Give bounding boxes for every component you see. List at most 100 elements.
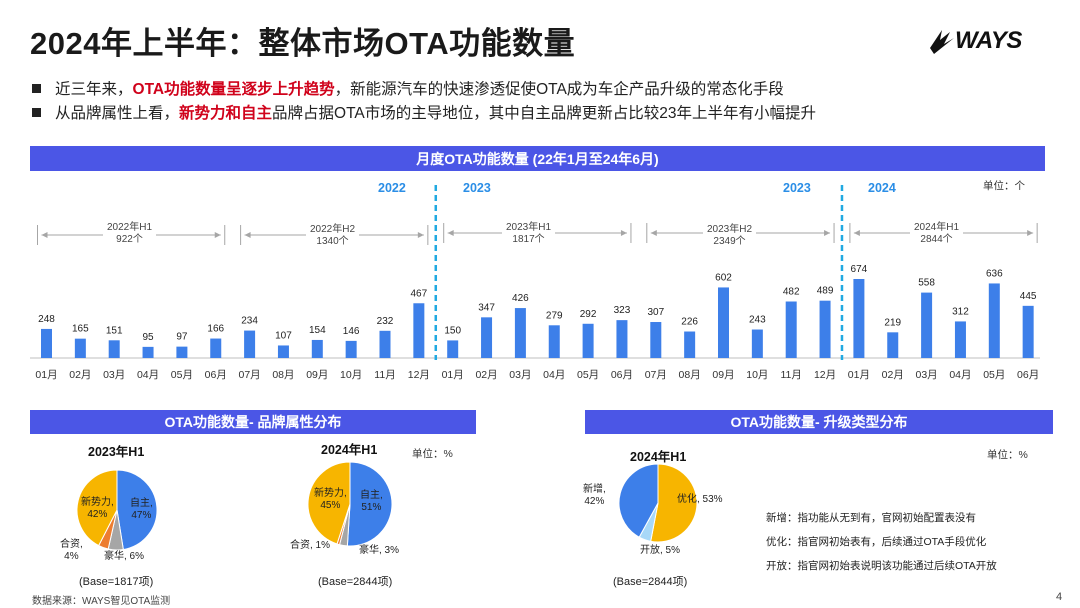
bar: [819, 300, 831, 358]
bar: [1022, 305, 1034, 358]
half-label-2022-h1: 2022年H1 922个: [103, 222, 157, 246]
pie-2023h1-base: (Base=1817项): [79, 576, 154, 588]
label-line2: 51%: [361, 502, 382, 513]
x-tick-label: 04月: [949, 369, 971, 381]
definition-xinzeng: 新增：指功能从无到有，官网初始配置表没有: [766, 512, 976, 524]
data-source: 数据来源：WAYS智见OTA监测: [32, 596, 171, 607]
half-label-title: 2022年H1: [107, 222, 153, 233]
x-tick-label: 09月: [712, 369, 734, 381]
half-label-title: 2023年H1: [506, 222, 552, 233]
bar-value-label: 151: [106, 325, 123, 336]
label-line1: 新势力,: [81, 497, 114, 508]
pie-2023h1-label-hezi: 合资, 4%: [60, 539, 83, 563]
bar: [142, 346, 154, 358]
x-tick-label: 06月: [611, 369, 633, 381]
bar-value-label: 467: [411, 288, 428, 299]
bullet-square-icon: [32, 107, 41, 117]
pie-2024h1-label-haohua: 豪华, 3%: [359, 545, 400, 556]
bar-value-label: 165: [72, 324, 89, 335]
bar-value-label: 347: [478, 302, 495, 313]
half-label-title: 2024年H1: [914, 222, 960, 233]
bar: [210, 338, 222, 358]
bar-value-label: 489: [817, 286, 834, 297]
bar-value-label: 154: [309, 325, 326, 336]
bar-value-label: 602: [715, 272, 732, 283]
pie-2024h1: [307, 461, 393, 547]
label-line1: 自主,: [360, 490, 383, 501]
pie-slice-自主: [346, 461, 393, 547]
bar: [921, 292, 933, 358]
brand-unit-label: 单位：%: [412, 448, 453, 460]
pie-2023h1-title: 2023年H1: [88, 445, 145, 459]
bar-value-label: 107: [275, 330, 292, 341]
monthly-bar-chart: 248 01月 165 02月 151 03月 95 04月 97 05月 166 06月 234 07月…: [30, 185, 1040, 381]
pie-2024h1-base: (Base=2844项): [318, 576, 393, 588]
half-label-title: 2023年H2: [707, 224, 753, 235]
bar: [650, 322, 662, 358]
x-tick-label: 05月: [577, 369, 599, 381]
year-label-2024: 2024: [868, 181, 896, 195]
bar: [447, 340, 459, 358]
x-tick-label: 05月: [171, 369, 193, 381]
year-label-2023-h2: 2023: [783, 181, 811, 195]
x-tick-label: 06月: [1017, 369, 1039, 381]
arrow-right-icon: [417, 232, 424, 238]
half-label-title: 2022年H2: [310, 224, 356, 235]
bar: [379, 330, 391, 358]
x-tick-label: 04月: [137, 369, 159, 381]
bar: [718, 287, 729, 358]
bar-value-label: 248: [38, 314, 55, 325]
label-line2: 47%: [131, 510, 152, 521]
bar-value-label: 219: [884, 317, 901, 328]
x-tick-label: 01月: [848, 369, 870, 381]
bar: [616, 320, 628, 358]
pie-upgrade-label-xinzeng: 新增, 42%: [583, 484, 606, 508]
arrow-left-icon: [41, 232, 48, 238]
page-title: 2024年上半年：整体市场OTA功能数量: [30, 26, 576, 61]
monthly-chart-title-band: 月度OTA功能数量 (22年1月至24年6月): [30, 146, 1045, 171]
bullet-square-icon: [32, 83, 41, 93]
bullet-2: 从品牌属性上看， 新势力和自主 品牌占据OTA市场的主导地位，其中自主品牌更新占…: [32, 100, 816, 124]
x-tick-label: 06月: [205, 369, 227, 381]
x-tick-label: 11月: [374, 369, 395, 381]
x-tick-label: 10月: [746, 369, 768, 381]
label-line1: 新增,: [583, 484, 606, 495]
bar-value-label: 95: [142, 332, 154, 343]
pie-2023h1: [76, 469, 158, 551]
arrow-left-icon: [244, 232, 251, 238]
bar-value-label: 243: [749, 315, 766, 326]
arrow-left-icon: [853, 230, 860, 236]
pie-2023h1-label-xinshili: 新势力, 42%: [81, 497, 114, 521]
bullet-1-post: ，新能源汽车的快速渗透促使OTA成为车企产品升级的常态化手段: [334, 81, 784, 98]
bar: [684, 331, 696, 358]
bar: [108, 340, 120, 358]
x-tick-label: 09月: [306, 369, 328, 381]
pie-2024h1-label-zizhu: 自主, 51%: [360, 490, 383, 514]
pie-slice-优化: [650, 463, 698, 543]
arrow-right-icon: [1027, 230, 1034, 236]
pie-2024h1-label-hezi: 合资, 1%: [290, 540, 331, 551]
pie-slice-新增: [618, 463, 659, 538]
half-label-2024-h1: 2024年H1 2844个: [910, 222, 964, 246]
x-tick-label: 03月: [509, 369, 531, 381]
year-label-2022: 2022: [378, 181, 406, 195]
bar-value-label: 312: [952, 306, 969, 317]
label-line1: 新势力,: [314, 488, 347, 499]
bar-value-label: 146: [343, 326, 360, 337]
bar-value-label: 150: [444, 325, 461, 336]
x-tick-label: 02月: [69, 369, 91, 381]
x-tick-label: 05月: [983, 369, 1005, 381]
year-label-2023: 2023: [463, 181, 491, 195]
upgrade-unit-label: 单位：%: [987, 449, 1028, 461]
x-tick-label: 03月: [916, 369, 938, 381]
x-tick-label: 04月: [543, 369, 565, 381]
ways-logo-icon: [930, 30, 954, 54]
label-line2: 42%: [584, 496, 605, 507]
label-line2: 4%: [64, 551, 79, 562]
bar: [74, 338, 86, 358]
ways-logo: WAYS: [928, 26, 1028, 56]
pie-2024h1-title: 2024年H1: [321, 443, 378, 457]
bar-value-label: 279: [546, 310, 563, 321]
upgrade-type-band: OTA功能数量- 升级类型分布: [585, 410, 1053, 434]
